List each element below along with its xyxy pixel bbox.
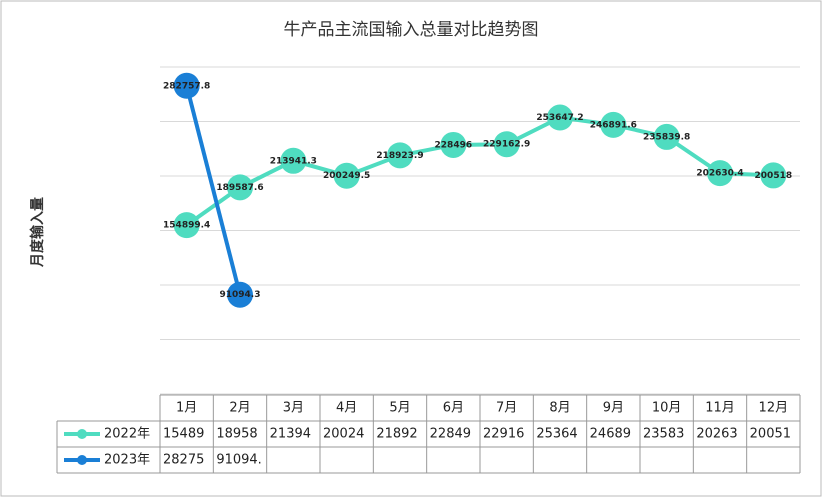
x-tick-label: 4月 [336,401,357,416]
point [227,281,253,308]
x-tick-label: 1月 [176,401,197,416]
table-cell: 25364 [536,427,577,442]
data-label: 246891.6 [590,120,637,130]
point [227,174,253,201]
data-label: 189587.6 [216,183,263,193]
table-cell: 24689 [590,427,631,442]
x-tick-label: 11月 [705,401,735,416]
data-label: 282757.8 [163,81,210,91]
point [653,123,680,150]
legend-marker [77,429,87,439]
x-tick-label: 6月 [443,401,464,416]
x-tick-label: 12月 [759,401,789,416]
data-label: 91094.3 [220,290,261,300]
point [600,111,627,138]
table-cell: 22849 [430,427,471,442]
legend-marker [77,455,87,465]
point [493,131,520,158]
point [280,147,307,174]
point [547,104,573,131]
x-tick-label: 10月 [652,401,682,416]
table-cell: 23583 [643,427,684,442]
x-tick-label: 3月 [283,401,304,416]
data-label: 213941.3 [270,156,317,166]
table-cell: 15489 [163,427,204,442]
legend-label: 2023年 [104,453,150,468]
data-label: 218923.9 [376,151,423,161]
point [173,72,200,99]
data-label: 200249.5 [323,171,370,181]
x-tick-label: 7月 [496,401,517,416]
table-cell: 20024 [323,427,364,442]
table-cell: 28275 [163,453,204,468]
table-cell: 21394 [270,427,311,442]
point [173,212,200,239]
x-tick-label: 8月 [549,401,570,416]
x-tick-label: 2月 [229,401,250,416]
legend-label: 2022年 [104,427,150,442]
point [333,162,360,189]
data-label: 235839.8 [643,132,690,142]
x-tick-label: 5月 [389,401,410,416]
point [440,131,467,158]
table-cell: 91094. [216,453,261,468]
x-tick-label: 9月 [603,401,624,416]
chart-title: 牛产品主流国输入总量对比趋势图 [284,20,539,40]
data-label: 200518 [755,171,793,181]
point [387,142,413,169]
data-label: 253647.2 [536,113,583,123]
table-cell: 21892 [376,427,417,442]
point [760,162,787,189]
table-cell: 22916 [483,427,524,442]
table-cell: 18958 [216,427,257,442]
data-label: 154899.4 [163,221,210,231]
point [707,160,733,187]
data-label: 202630.4 [696,169,743,179]
y-axis-title: 月度输入量 [29,197,46,268]
data-label: 229162.9 [483,140,530,150]
table-cell: 20263 [696,427,737,442]
series-line [184,85,242,296]
table-cell: 20051 [750,427,791,442]
data-label: 228496 [435,140,473,150]
